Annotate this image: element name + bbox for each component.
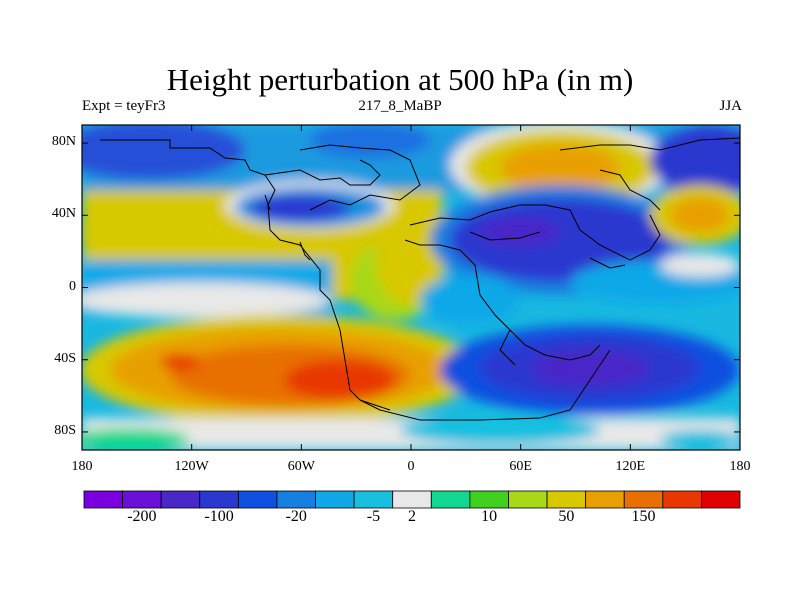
colorbar-label: 2 xyxy=(408,508,416,525)
colorbar-label: -20 xyxy=(285,508,307,525)
map-title: Height perturbation at 500 hPa (in m) xyxy=(166,62,634,97)
colorbar-label: -5 xyxy=(366,508,381,525)
coastlines xyxy=(100,137,740,421)
colorbar-swatch xyxy=(623,490,664,509)
colorbar-swatch xyxy=(237,490,278,509)
colorbar-swatch xyxy=(199,490,239,509)
colorbar xyxy=(83,490,741,509)
contour-field xyxy=(82,125,740,450)
experiment-label: Expt = teyFr3 xyxy=(82,98,166,114)
longitude-label: 180 xyxy=(729,459,751,474)
colorbar-swatch xyxy=(315,490,355,509)
colorbar-swatch xyxy=(430,490,471,509)
colorbar-label: 10 xyxy=(481,508,498,525)
latitude-label: 40N xyxy=(51,206,76,222)
longitude-label: 60E xyxy=(509,459,532,474)
longitude-label: 0 xyxy=(407,459,415,474)
longitude-label: 120W xyxy=(174,459,209,474)
colorbar-label: -200 xyxy=(127,508,157,525)
longitude-label: 120E xyxy=(615,459,646,474)
colorbar-swatch xyxy=(353,490,394,509)
colorbar-label: 50 xyxy=(558,508,575,525)
axis-ticks xyxy=(81,125,741,450)
colorbar-swatch xyxy=(701,490,741,509)
latitude-label: 0 xyxy=(69,278,76,294)
longitude-label: 60W xyxy=(287,459,315,474)
colorbar-swatch xyxy=(83,490,123,509)
season-label: JJA xyxy=(719,98,742,114)
colorbar-swatch xyxy=(585,490,625,509)
run-label: 217_8_MaBP xyxy=(358,98,442,114)
latitude-label: 40S xyxy=(54,350,76,366)
colorbar-swatch xyxy=(122,490,162,509)
latitude-label: 80S xyxy=(54,422,76,438)
colorbar-swatch xyxy=(276,490,316,509)
latitude-label: 80N xyxy=(51,134,76,150)
colorbar-swatch xyxy=(160,490,201,509)
colorbar-swatch xyxy=(392,490,432,509)
longitude-label: 180 xyxy=(71,459,93,474)
colorbar-swatch xyxy=(546,490,587,509)
colorbar-swatch xyxy=(662,490,702,509)
colorbar-label: 150 xyxy=(631,508,656,525)
colorbar-label: -100 xyxy=(204,508,234,525)
colorbar-swatch xyxy=(469,490,509,509)
colorbar-swatch xyxy=(508,490,548,509)
